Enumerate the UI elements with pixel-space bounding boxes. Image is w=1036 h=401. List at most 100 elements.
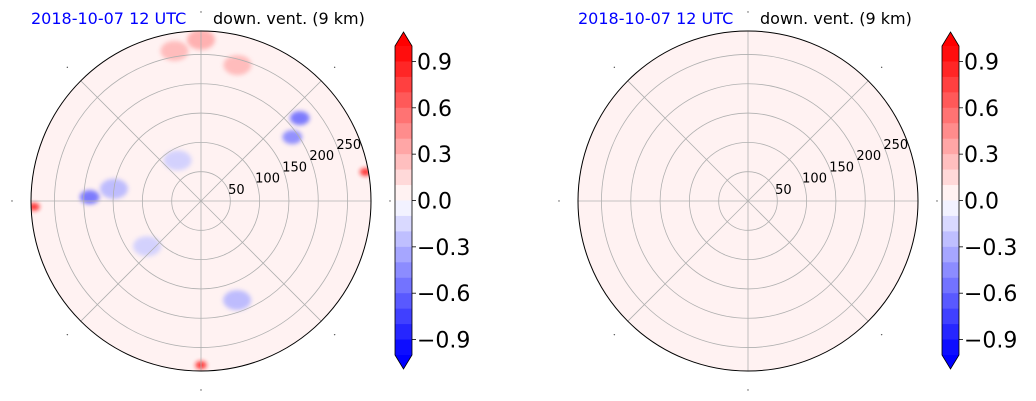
colorbar-segment (395, 92, 412, 109)
radial-tick-label: 200 (856, 149, 881, 164)
grid-spoke (80, 200, 202, 322)
colorbar-segment (942, 107, 959, 124)
colorbar-segment (942, 215, 959, 232)
colorbar-tick-label: −0.3 (964, 236, 1017, 261)
colorbar-tick-label: −0.3 (417, 236, 470, 261)
colorbar-tick-label: −0.9 (964, 329, 1017, 354)
angle-mark (558, 200, 560, 202)
grid-spoke (200, 80, 322, 202)
colorbar-segment (395, 246, 412, 263)
outer-angle-marks (11, 11, 391, 391)
colorbar-tick-label: 0.0 (417, 190, 452, 215)
colorbar-segment (942, 262, 959, 279)
colorbar-segment (395, 169, 412, 186)
colorbar-tick-label: 0.9 (417, 50, 452, 75)
polar-frame (577, 30, 919, 372)
colorbar-segment (942, 231, 959, 248)
radial-tick-label: 200 (309, 149, 334, 164)
colorbar-segment (942, 92, 959, 109)
angle-mark (333, 66, 336, 69)
grid-spoke (80, 80, 202, 202)
grid-spoke (200, 200, 322, 322)
colorbar-segment (395, 200, 412, 217)
colorbar-extend-max (942, 32, 959, 46)
colorbar-left: 0.9 0.6 0.3 0.0 −0.3 −0.6 −0.9 (394, 31, 470, 370)
colorbar-segment (942, 46, 959, 62)
colorbar-segment (395, 154, 412, 171)
colorbar-segment (395, 324, 412, 341)
colorbar-segment (395, 107, 412, 124)
angle-mark (66, 66, 69, 69)
colorbar-segment (395, 61, 412, 78)
colorbar-segment (942, 138, 959, 155)
colorbar-extend-min (942, 355, 959, 369)
colorbar-segment (942, 200, 959, 217)
radial-tick-label: 250 (336, 138, 361, 153)
colorbar-outline (941, 31, 960, 370)
polar-grid (31, 31, 371, 371)
angle-mark (880, 66, 883, 69)
polar-frame (30, 30, 372, 372)
radial-tick-label: 100 (802, 172, 827, 187)
colorbar-segment (942, 277, 959, 294)
angle-mark (200, 11, 202, 13)
colorbar-tick-label: 0.6 (964, 97, 999, 122)
colorbar-segment (395, 46, 412, 62)
colorbar-tick-label: −0.9 (417, 329, 470, 354)
colorbar-segment (395, 123, 412, 140)
field-feature-negative (289, 111, 310, 126)
field-feature-positive (160, 40, 189, 61)
colorbar-segment (942, 169, 959, 186)
colorbar-segment (395, 185, 412, 201)
angle-mark (389, 200, 391, 202)
colorbar-segment (395, 293, 412, 310)
colorbar-extend-max (395, 32, 412, 46)
angle-mark (333, 333, 336, 336)
colorbar-segment (942, 293, 959, 310)
colorbar-tick-label: 0.3 (417, 143, 452, 168)
colorbar-segment (942, 246, 959, 263)
angle-mark (747, 389, 749, 391)
grid-spoke (627, 200, 749, 322)
panel-title-variable: down. vent. (9 km) (760, 9, 912, 28)
radial-tick-label: 150 (282, 160, 307, 175)
colorbar-segment (942, 76, 959, 93)
colorbar-extend-min (395, 355, 412, 369)
angle-mark (936, 200, 938, 202)
field-feature-negative (133, 236, 162, 257)
colorbar-tick-label: 0.3 (964, 143, 999, 168)
colorbar-segment (942, 154, 959, 171)
colorbar-segment (942, 324, 959, 341)
colorbar-outline (394, 31, 413, 370)
grid-spoke (747, 200, 869, 322)
panel-title-time: 2018-10-07 12 UTC (578, 9, 733, 28)
colorbar-segment (395, 262, 412, 279)
colorbar-segment (395, 138, 412, 155)
angle-mark (613, 66, 616, 69)
radial-tick-label: 100 (255, 172, 280, 187)
field-feature-positive (31, 202, 40, 211)
colorbar-tick-label: −0.6 (964, 282, 1017, 307)
angle-mark (66, 333, 69, 336)
colorbar-segment (395, 308, 412, 325)
angle-mark (200, 389, 202, 391)
angle-mark (613, 333, 616, 336)
colorbar-tick-label: 0.0 (964, 190, 999, 215)
field-feature-negative (223, 290, 252, 311)
colorbar-segment (942, 61, 959, 78)
panel-title-variable: down. vent. (9 km) (213, 9, 365, 28)
angle-mark (747, 11, 749, 13)
radial-tick-label: 250 (883, 138, 908, 153)
field-feature-negative (79, 190, 100, 205)
colorbar-segment (942, 308, 959, 325)
polar-panel-right: 2018-10-07 12 UTC down. vent. (9 km) 50 1… (558, 9, 938, 391)
colorbar-segment (942, 123, 959, 140)
colorbar-tick-label: 0.9 (964, 50, 999, 75)
field-feature-negative (163, 150, 192, 171)
radial-tick-label: 50 (775, 183, 792, 198)
polar-grid (578, 31, 918, 371)
angle-mark (11, 200, 13, 202)
